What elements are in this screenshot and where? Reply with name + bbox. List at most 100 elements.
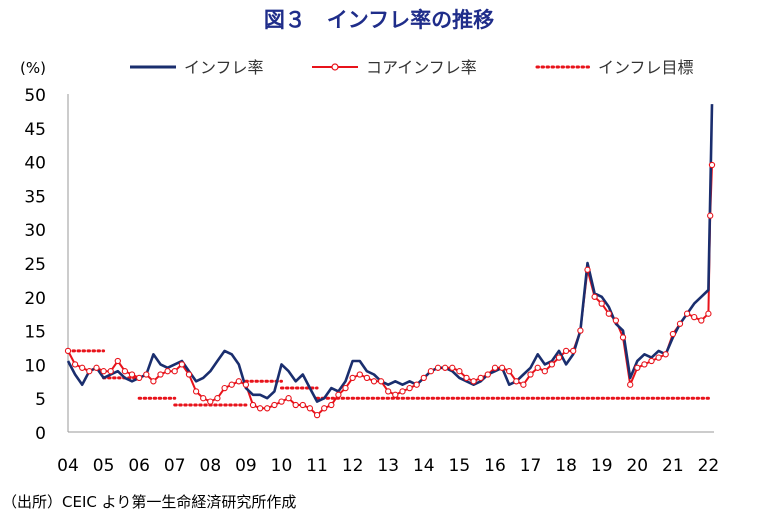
core-inflation-point — [591, 293, 598, 300]
core-inflation-point — [256, 405, 264, 412]
x-tick-label: 18 — [555, 456, 577, 476]
core-inflation-point — [399, 388, 406, 395]
core-inflation-point — [79, 364, 86, 371]
core-inflation-point — [705, 310, 712, 317]
core-inflation-point — [228, 381, 235, 388]
core-inflation-point — [683, 310, 691, 317]
core-inflation-point — [71, 361, 79, 368]
core-inflation-point — [619, 334, 627, 341]
x-tick-label: 09 — [235, 456, 257, 476]
core-inflation-point — [413, 381, 420, 388]
y-tick-label: 20 — [24, 289, 46, 309]
inflation-line — [66, 104, 714, 403]
series-layer — [64, 104, 716, 419]
x-tick-label: 21 — [662, 456, 684, 476]
y-tick-label: 25 — [24, 255, 46, 275]
core-inflation-point — [584, 266, 591, 273]
core-inflation-point — [698, 317, 705, 324]
core-inflation-point — [306, 405, 314, 412]
core-inflation-point — [370, 378, 378, 385]
core-inflation-point — [669, 330, 677, 338]
core-inflation-point — [264, 405, 271, 412]
core-inflation-point — [86, 368, 93, 375]
core-inflation-point — [555, 354, 563, 361]
core-inflation-point — [707, 212, 714, 219]
core-inflation-point — [491, 364, 499, 371]
core-inflation-point — [441, 364, 449, 371]
core-inflation-point — [427, 368, 435, 375]
core-inflation-point — [242, 381, 250, 388]
core-inflation-point — [449, 364, 456, 371]
core-inflation-point — [612, 317, 620, 324]
core-inflation-point — [385, 388, 392, 395]
core-inflation-point — [598, 300, 605, 307]
core-inflation-point — [178, 361, 186, 368]
core-inflation-point — [278, 398, 285, 405]
y-tick-label: 0 — [35, 424, 46, 444]
core-inflation-point — [484, 371, 491, 378]
core-inflation-point — [392, 391, 399, 398]
core-inflation-point — [477, 374, 484, 382]
core-inflation-point — [249, 401, 257, 409]
core-inflation-point — [577, 327, 584, 334]
core-inflation-point — [634, 364, 641, 371]
legend-label-core: コアインフレ率 — [366, 58, 477, 77]
y-tick-label: 45 — [24, 120, 46, 140]
core-inflation-point — [107, 368, 114, 375]
core-inflation-point — [513, 378, 520, 385]
core-inflation-point — [363, 374, 371, 382]
x-tick-label: 14 — [413, 456, 435, 476]
x-tick-label: 08 — [200, 456, 222, 476]
core-inflation-point — [150, 378, 157, 385]
core-inflation-point — [562, 347, 570, 355]
core-inflation-point — [356, 371, 363, 378]
y-tick-label: 30 — [24, 221, 46, 241]
core-inflation-point — [214, 395, 221, 402]
axes — [67, 94, 714, 433]
core-inflation-point — [648, 357, 655, 365]
x-tick-label: 04 — [57, 456, 79, 476]
x-tick-label: 06 — [128, 456, 150, 476]
core-inflation-point — [136, 374, 143, 382]
core-inflation-point — [185, 371, 193, 378]
core-inflation-point — [235, 378, 242, 385]
core-inflation-point — [313, 411, 321, 419]
core-inflation-point — [93, 364, 100, 371]
core-inflation-point — [470, 378, 477, 385]
core-inflation-point — [335, 391, 342, 398]
core-inflation-point — [171, 368, 178, 375]
core-inflation-point — [456, 368, 463, 375]
x-tick-label: 20 — [626, 456, 648, 476]
chart-title: 図３ インフレ率の推移 — [264, 8, 494, 32]
core-inflation-point — [143, 371, 150, 378]
core-inflation-point — [299, 401, 306, 409]
core-inflation-point — [534, 364, 541, 371]
y-axis: 0 5 10 15 20 25 30 35 40 45 50 — [24, 86, 46, 444]
core-inflation-point — [121, 368, 129, 375]
x-tick-label: 12 — [342, 456, 364, 476]
core-inflation-point — [662, 351, 669, 358]
core-inflation-point — [200, 395, 207, 402]
core-inflation-point — [349, 374, 356, 382]
y-tick-label: 5 — [35, 390, 46, 410]
core-inflation-line — [67, 164, 713, 417]
core-inflation-point — [691, 313, 698, 321]
core-inflation-point — [64, 347, 72, 355]
y-axis-unit-label: (%) — [20, 59, 46, 77]
core-inflation-point — [605, 310, 612, 317]
core-inflation-point — [655, 354, 662, 361]
x-tick-label: 17 — [520, 456, 542, 476]
y-tick-label: 40 — [24, 154, 46, 174]
y-tick-label: 10 — [24, 356, 46, 376]
core-inflation-point — [498, 364, 506, 371]
core-inflation-point — [527, 371, 534, 378]
core-inflation-point — [463, 374, 470, 382]
legend-marker-core — [331, 63, 339, 71]
x-tick-label: 05 — [93, 456, 115, 476]
core-inflation-point — [157, 371, 164, 378]
legend-label-inflation: インフレ率 — [184, 58, 264, 77]
core-inflation-point — [377, 378, 385, 385]
x-axis: 04 05 06 07 08 09 10 11 12 13 14 15 16 17 18 19 20 21 22 — [57, 456, 719, 476]
